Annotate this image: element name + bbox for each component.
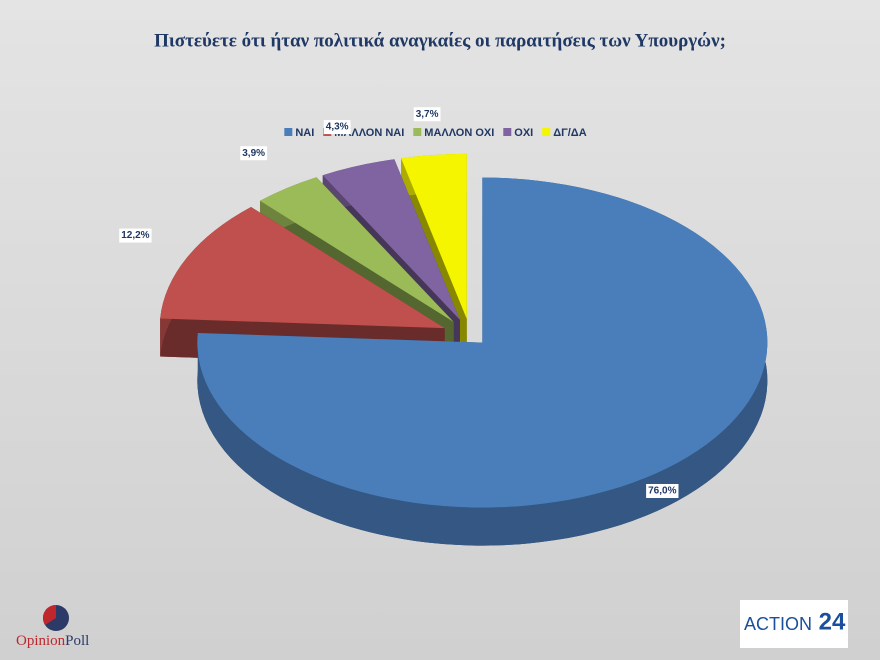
data-label: 12,2%: [119, 228, 152, 243]
opinionpoll-logo: OpinionPoll: [16, 604, 89, 649]
data-label-text: 4,3%: [326, 122, 349, 133]
data-label-text: 3,9%: [242, 148, 265, 159]
pie-slice: [401, 153, 467, 319]
data-label-bg: [413, 107, 441, 122]
legend-label: ΝΑΙ: [295, 127, 314, 139]
pie-tops: [160, 153, 768, 508]
data-label-text: 12,2%: [121, 230, 149, 241]
data-label: 3,9%: [240, 146, 268, 161]
legend: ΝΑΙ ΜΑΛΛΟΝ ΝΑΙ ΜΑΛΛΟΝ ΟΧΙ ΟΧΙ ΔΓ/ΔΑ: [284, 127, 587, 139]
data-label-bg: [646, 483, 679, 498]
data-label-text: 3,7%: [416, 109, 439, 120]
pie-slice: [259, 177, 454, 322]
pie-slice: [197, 177, 768, 508]
data-label-bg: [323, 120, 351, 135]
data-label-bg: [119, 228, 152, 243]
logo-text-b: Poll: [65, 633, 89, 649]
action24-logo: ACTION 24: [740, 600, 848, 648]
data-label: 3,7%: [413, 107, 441, 122]
pie-slice: [322, 159, 460, 320]
logo-wedge: [42, 604, 56, 625]
legend-label: ΜΑΛΛΟΝ ΝΑΙ: [334, 127, 404, 139]
chart-title: Πιστεύετε ότι ήταν πολιτικά αναγκαίες οι…: [154, 30, 726, 51]
legend-label: ΔΓ/ΔΑ: [553, 127, 586, 139]
legend-label: ΜΑΛΛΟΝ ΟΧΙ: [424, 127, 494, 139]
logo-box: [740, 600, 848, 648]
legend-label: ΟΧΙ: [514, 127, 533, 139]
logo-text-a: Opinion: [16, 633, 66, 649]
logo-action: ACTION: [744, 614, 812, 634]
data-label-bg: [240, 146, 268, 161]
logo-text: OpinionPoll: [16, 633, 89, 649]
logo-24: 24: [819, 608, 846, 635]
legend-swatch: [413, 128, 422, 136]
data-label: 76,0%: [646, 483, 679, 498]
pie-slice: [160, 207, 445, 329]
data-label-text: 76,0%: [648, 486, 676, 497]
legend-swatch: [503, 128, 512, 136]
legend-swatch: [542, 128, 551, 136]
data-label: 4,3%: [323, 120, 351, 135]
legend-swatch: [284, 128, 293, 136]
